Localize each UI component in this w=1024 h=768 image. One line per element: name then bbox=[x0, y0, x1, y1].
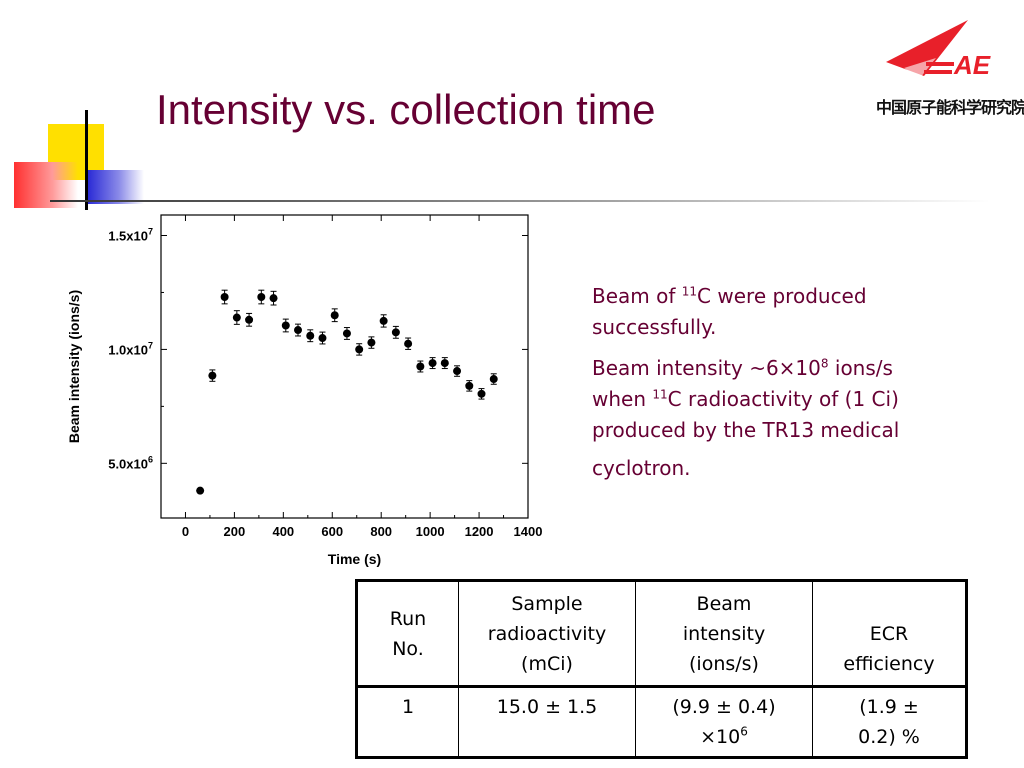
data-point bbox=[269, 294, 278, 303]
data-point bbox=[294, 326, 303, 335]
data-point bbox=[330, 311, 339, 320]
header-sample: Sample radioactivity (mCi) bbox=[458, 580, 636, 687]
data-point bbox=[404, 339, 413, 348]
y-tick-label: 5.0x106 bbox=[108, 454, 153, 471]
data-point bbox=[245, 315, 254, 324]
header-ecr: ECR efficiency bbox=[812, 580, 967, 687]
data-point bbox=[391, 328, 400, 337]
text-beam-intensity: Beam intensity ~6×108 ions/s when 11C ra… bbox=[592, 353, 972, 484]
cell-run: 1 bbox=[356, 686, 459, 758]
x-tick-label: 0 bbox=[182, 524, 189, 539]
data-point bbox=[440, 359, 449, 368]
text-beam-produced: Beam of 11C were produced successfully. bbox=[592, 284, 867, 339]
data-point bbox=[257, 293, 266, 302]
data-point bbox=[232, 313, 241, 322]
data-point bbox=[220, 293, 229, 302]
data-point bbox=[196, 486, 205, 495]
y-tick-label: 1.5x107 bbox=[108, 227, 153, 244]
x-tick-label: 200 bbox=[224, 524, 246, 539]
header-beam: Beam intensity (ions/s) bbox=[635, 580, 813, 687]
data-point bbox=[489, 375, 498, 384]
cell-ecr: (1.9 ±0.2) % bbox=[812, 686, 967, 758]
data-point bbox=[208, 371, 217, 380]
data-point bbox=[428, 359, 437, 368]
data-point bbox=[281, 321, 290, 330]
x-tick-label: 600 bbox=[321, 524, 343, 539]
cell-sample: 15.0 ± 1.5 bbox=[458, 686, 636, 758]
cell-beam: (9.9 ± 0.4) ×106 bbox=[635, 686, 813, 758]
data-point bbox=[416, 362, 425, 371]
text-cyclotron: cyclotron. bbox=[592, 456, 691, 480]
logo-wing-icon bbox=[886, 20, 968, 76]
x-tick-label: 1000 bbox=[416, 524, 445, 539]
y-tick-label: 1.0x107 bbox=[108, 340, 153, 357]
intensity-chart: 0 200 400 600 800 1000 1200 1400 5.0x106 1.0x107 1… bbox=[66, 214, 543, 567]
x-tick-label: 1200 bbox=[465, 524, 494, 539]
data-point bbox=[477, 389, 486, 398]
table-header-row: Run No. Sample radioactivity (mCi) Beam inte… bbox=[356, 580, 967, 687]
logo-text: AE bbox=[953, 50, 991, 80]
data-point bbox=[367, 338, 376, 347]
data-point bbox=[465, 381, 474, 390]
data-point bbox=[453, 367, 462, 376]
ciae-logo: AE bbox=[886, 20, 991, 80]
data-point bbox=[306, 331, 315, 340]
data-point bbox=[379, 316, 388, 325]
logo-caption: 中国原子能科学研究院 bbox=[876, 98, 1024, 117]
data-point bbox=[318, 334, 327, 343]
slide-title: Intensity vs. collection time bbox=[156, 86, 656, 133]
results-table: Run No. Sample radioactivity (mCi) Beam inte… bbox=[355, 579, 968, 759]
title-underline bbox=[50, 200, 990, 202]
data-point bbox=[355, 345, 364, 354]
header-run: Run No. bbox=[356, 580, 459, 687]
decor-blue-square bbox=[88, 170, 144, 204]
table-row: 1 15.0 ± 1.5 (9.9 ± 0.4) ×106 (1.9 ±0.2)… bbox=[356, 686, 967, 758]
x-tick-label: 1400 bbox=[514, 524, 543, 539]
data-point bbox=[342, 329, 351, 338]
y-axis-label: Beam intensity (ions/s) bbox=[66, 290, 82, 443]
x-tick-label: 400 bbox=[272, 524, 294, 539]
plot-frame bbox=[160, 214, 529, 519]
decor-vertical-line bbox=[85, 110, 88, 210]
x-axis-label: Time (s) bbox=[328, 551, 381, 567]
x-tick-label: 800 bbox=[370, 524, 392, 539]
